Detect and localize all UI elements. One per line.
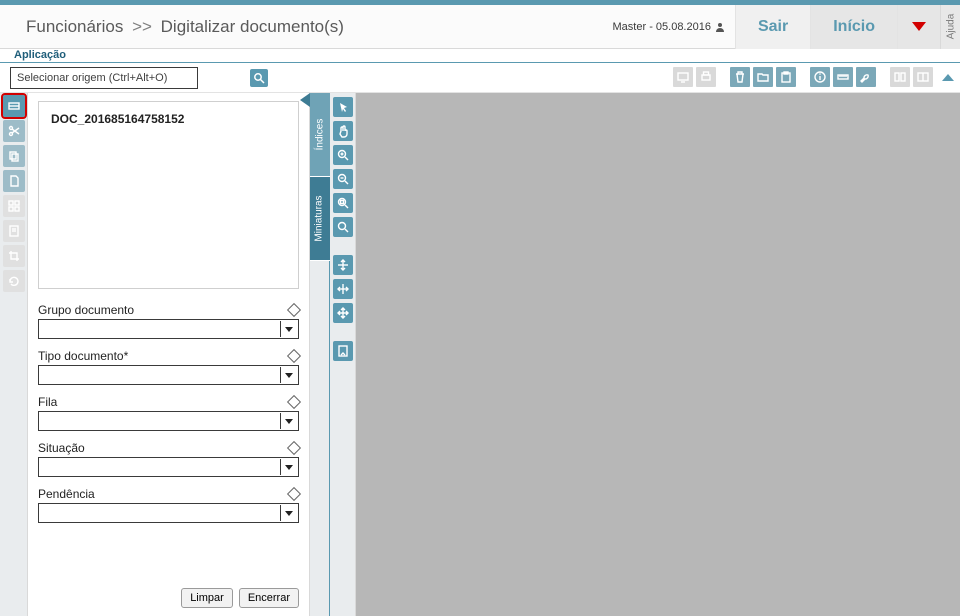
breadcrumb-sep: >> — [132, 17, 152, 36]
ruler-icon[interactable] — [833, 67, 853, 87]
fila-label: Fila — [38, 395, 57, 409]
left-rail — [0, 93, 28, 616]
pendencia-label: Pendência — [38, 487, 95, 501]
user-icon — [715, 22, 725, 32]
breadcrumb: Funcionários >> Digitalizar documento(s) — [26, 17, 344, 37]
user-info[interactable]: Master - 05.08.2016 — [613, 21, 725, 33]
breadcrumb-root[interactable]: Funcionários — [26, 17, 123, 36]
diamond-icon[interactable] — [287, 303, 301, 317]
fit-height-icon[interactable] — [333, 255, 353, 275]
chevron-down-icon — [280, 321, 296, 337]
collapse-up-icon[interactable] — [942, 74, 954, 81]
layout-a-icon — [890, 67, 910, 87]
sair-button[interactable]: Sair — [735, 5, 810, 49]
vertical-tabs: Índices Miniaturas — [310, 93, 330, 616]
clipboard-icon[interactable] — [776, 67, 796, 87]
copy-icon[interactable] — [3, 145, 25, 167]
menu-dropdown-button[interactable] — [897, 5, 940, 49]
folder-icon[interactable] — [753, 67, 773, 87]
header-bar: Funcionários >> Digitalizar documento(s)… — [0, 5, 960, 49]
move-icon[interactable] — [333, 303, 353, 323]
page-icon[interactable] — [3, 170, 25, 192]
zoom-reset-icon[interactable] — [333, 217, 353, 237]
app-bar[interactable]: Aplicação — [0, 49, 960, 63]
main-area: DOC_201685164758152 Grupo documento Tipo… — [0, 93, 960, 616]
rotate-icon — [3, 270, 25, 292]
left-panel: DOC_201685164758152 Grupo documento Tipo… — [28, 93, 310, 616]
diamond-icon[interactable] — [287, 395, 301, 409]
ajuda-tab[interactable]: Ajuda — [940, 5, 960, 49]
grupo-label: Grupo documento — [38, 303, 134, 317]
origin-placeholder: Selecionar origem (Ctrl+Alt+O) — [17, 72, 167, 84]
trash-icon[interactable] — [730, 67, 750, 87]
diamond-icon[interactable] — [287, 487, 301, 501]
chevron-down-icon — [280, 459, 296, 475]
wrench-icon[interactable] — [856, 67, 876, 87]
origin-select[interactable]: Selecionar origem (Ctrl+Alt+O) — [10, 67, 198, 89]
crop-icon — [3, 245, 25, 267]
viewer-canvas[interactable] — [356, 93, 960, 616]
field-tipo: Tipo documento* — [38, 349, 299, 385]
fila-select[interactable] — [38, 411, 299, 431]
caret-down-icon — [912, 22, 926, 31]
field-situacao: Situação — [38, 441, 299, 477]
breadcrumb-page: Digitalizar documento(s) — [161, 17, 344, 36]
document-box[interactable]: DOC_201685164758152 — [38, 101, 299, 289]
grid-icon — [3, 195, 25, 217]
zoom-region-icon[interactable] — [333, 193, 353, 213]
layout-b-icon — [913, 67, 933, 87]
panel-footer: Limpar Encerrar — [38, 580, 299, 608]
tab-miniaturas[interactable]: Miniaturas — [310, 177, 330, 261]
toolbar-row: Selecionar origem (Ctrl+Alt+O) — [0, 63, 960, 93]
encerrar-button[interactable]: Encerrar — [239, 588, 299, 608]
chevron-down-icon — [280, 367, 296, 383]
zoom-out-icon[interactable] — [333, 169, 353, 189]
screen-icon — [673, 67, 693, 87]
diamond-icon[interactable] — [287, 349, 301, 363]
chevron-down-icon — [280, 413, 296, 429]
zoom-in-icon[interactable] — [333, 145, 353, 165]
pointer-icon[interactable] — [333, 97, 353, 117]
tipo-select[interactable] — [38, 365, 299, 385]
user-label: Master - 05.08.2016 — [613, 21, 711, 33]
toolbar-right — [673, 67, 954, 87]
scissors-icon[interactable] — [3, 120, 25, 142]
field-pendencia: Pendência — [38, 487, 299, 523]
pendencia-select[interactable] — [38, 503, 299, 523]
search-icon[interactable] — [250, 69, 268, 87]
grupo-select[interactable] — [38, 319, 299, 339]
tab-indices[interactable]: Índices — [310, 93, 330, 177]
viewer-rail — [330, 93, 356, 616]
diamond-icon[interactable] — [287, 441, 301, 455]
page-nav-icon[interactable] — [333, 341, 353, 361]
panel-collapse-icon[interactable] — [300, 93, 310, 107]
chevron-down-icon — [280, 505, 296, 521]
inicio-button[interactable]: Início — [810, 5, 897, 49]
info-icon[interactable] — [810, 67, 830, 87]
field-fila: Fila — [38, 395, 299, 431]
situacao-label: Situação — [38, 441, 85, 455]
doc-icon — [3, 220, 25, 242]
print-icon — [696, 67, 716, 87]
tipo-label: Tipo documento* — [38, 349, 128, 363]
field-grupo: Grupo documento — [38, 303, 299, 339]
limpar-button[interactable]: Limpar — [181, 588, 233, 608]
scan-icon[interactable] — [3, 95, 25, 117]
fit-width-icon[interactable] — [333, 279, 353, 299]
situacao-select[interactable] — [38, 457, 299, 477]
hand-icon[interactable] — [333, 121, 353, 141]
document-name: DOC_201685164758152 — [51, 112, 184, 126]
